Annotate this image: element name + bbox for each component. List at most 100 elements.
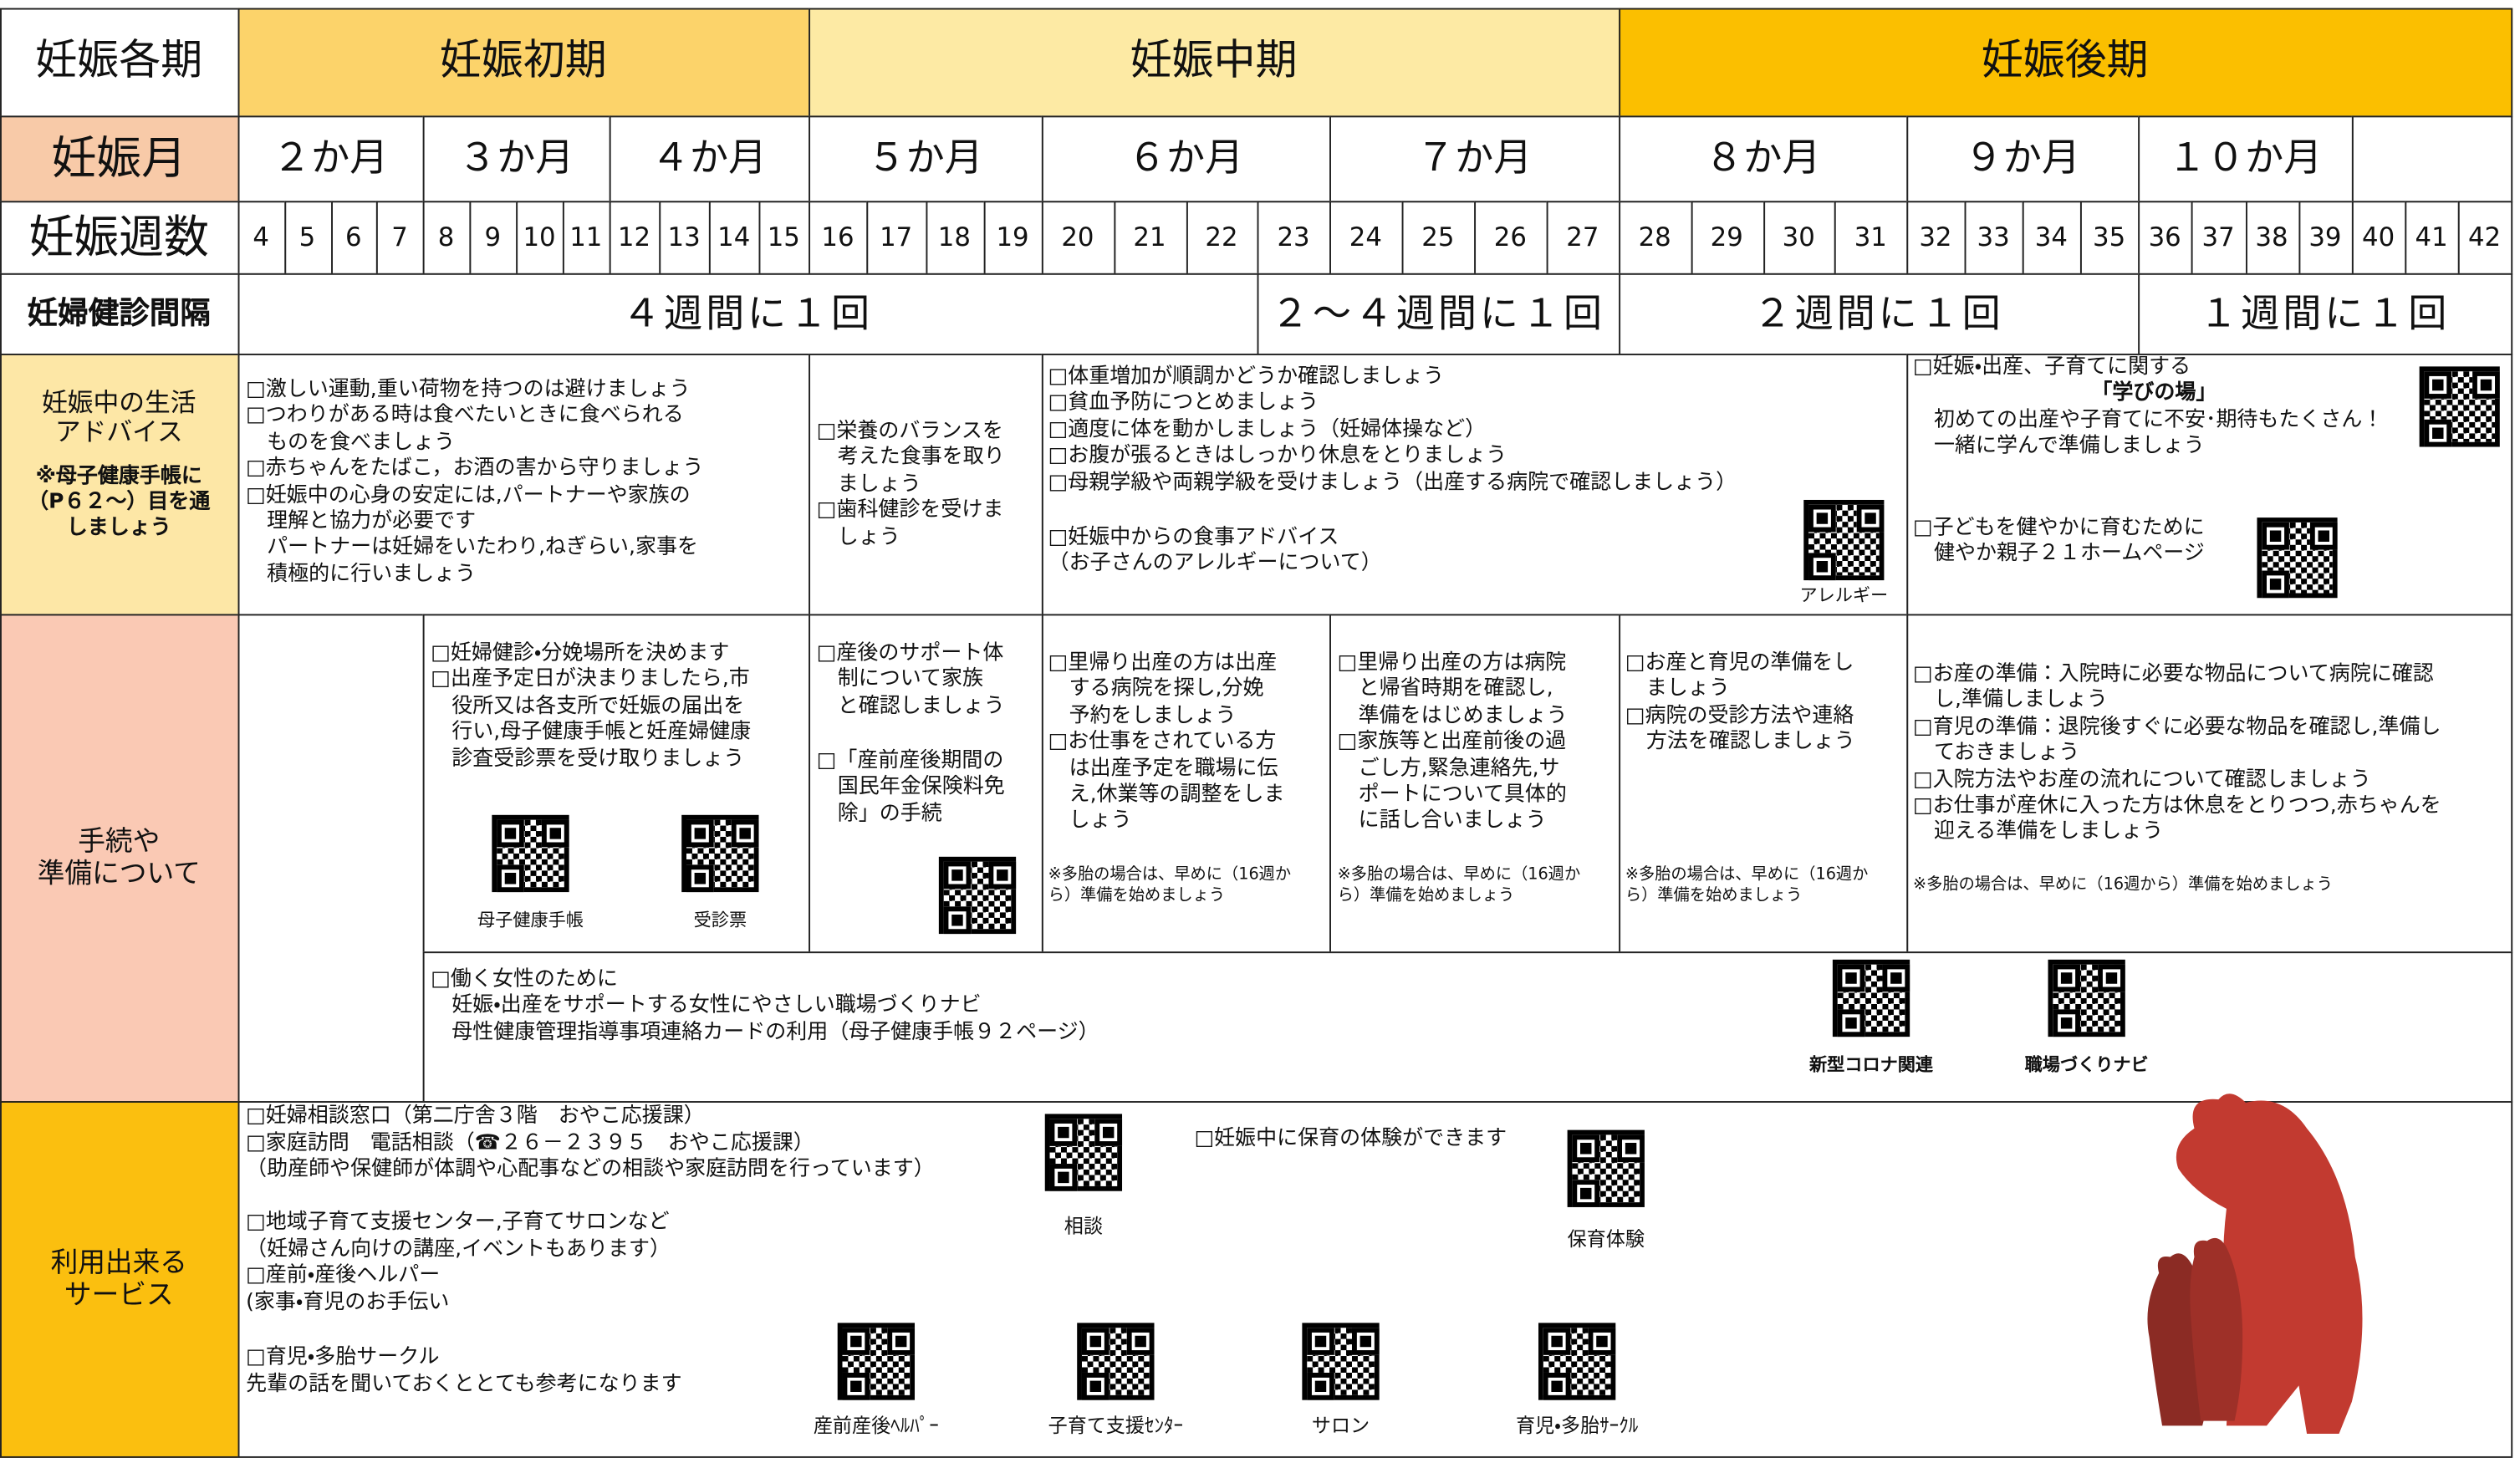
qr-label: 子育て支援ｾﾝﾀｰ xyxy=(1048,1414,1184,1437)
text-line: (家事・育児のお手伝い xyxy=(246,1289,450,1314)
row-label: 手続や xyxy=(78,825,161,858)
qr-code xyxy=(1044,1114,1123,1191)
week-label: 9 xyxy=(484,222,502,252)
text-line: □お仕事をされている方 xyxy=(1048,730,1277,755)
note-line: ※多胎の場合は、早めに（16週か xyxy=(1337,866,1581,884)
bear-illustration xyxy=(2147,1094,2363,1435)
table-cell xyxy=(237,353,811,616)
table-cell xyxy=(422,614,811,954)
qr-label: 相談 xyxy=(1064,1215,1103,1238)
qr-code xyxy=(1302,1323,1380,1400)
checkup-interval: ２週間に１回 xyxy=(1752,291,2004,336)
row-label: 妊娠各期 xyxy=(35,37,203,85)
qr-code xyxy=(938,856,1017,935)
month-label: ９か月 xyxy=(1964,135,2080,181)
table-cell xyxy=(237,273,1259,355)
table-cell xyxy=(1329,614,1621,954)
week-label: 38 xyxy=(2255,222,2288,252)
table-cell xyxy=(0,1101,240,1458)
week-label: 10 xyxy=(523,222,556,252)
table-cell xyxy=(983,201,1043,275)
table-cell xyxy=(0,353,240,616)
week-label: 33 xyxy=(1977,222,2010,252)
month-label: ４か月 xyxy=(650,135,768,181)
note-line: ら）準備を始めましょう xyxy=(1625,887,1803,905)
week-label: 28 xyxy=(1638,222,1671,252)
text-line: 理解と協力が必要です xyxy=(267,509,477,534)
text-line: しょう xyxy=(837,524,900,549)
week-label: 34 xyxy=(2034,222,2068,252)
note-line: ら）準備を始めましょう xyxy=(1048,887,1226,905)
week-label: 29 xyxy=(1710,222,1743,252)
text-line: 準備をはじめましょう xyxy=(1358,703,1568,728)
period-header: 妊娠初期 xyxy=(439,37,607,85)
text-line: □里帰り出産の方は病院 xyxy=(1337,650,1567,675)
text-line: □家族等と出産前後の過 xyxy=(1337,730,1567,755)
text-line: 考えた食事を取り xyxy=(837,446,1005,471)
table-cell xyxy=(0,614,240,1103)
table-cell xyxy=(2022,201,2082,275)
week-label: 8 xyxy=(437,222,455,252)
text-line: □貧血予防につとめましょう xyxy=(1048,390,1319,415)
table-cell xyxy=(469,201,518,275)
text-line: と確認しましょう xyxy=(837,694,1005,719)
checkup-interval: １週間に１回 xyxy=(2199,291,2451,336)
row-label: 妊婦健診間隔 xyxy=(27,295,211,332)
text-line: ましょう xyxy=(837,472,921,497)
week-label: 4 xyxy=(253,222,269,252)
week-label: 37 xyxy=(2201,222,2235,252)
text-line: え,休業等の調整をしま xyxy=(1069,783,1285,808)
week-label: 27 xyxy=(1566,222,1599,252)
text-line: 制について家族 xyxy=(837,667,983,692)
text-line: □妊娠・出産、子育てに関する xyxy=(1913,354,2191,380)
week-label: 30 xyxy=(1782,222,1815,252)
text-line: □お産と育児の準備をし xyxy=(1625,650,1854,675)
text-line: □お仕事が産休に入った方は休息をとりつつ,赤ちゃんを xyxy=(1913,793,2441,818)
table-cell xyxy=(1691,201,1765,275)
month-label: ５か月 xyxy=(867,135,983,181)
table-cell xyxy=(1329,115,1621,203)
table-cell xyxy=(2457,201,2513,275)
qr-code xyxy=(2048,959,2125,1037)
table-cell xyxy=(422,115,611,203)
text-line: 迎える準備をしましょう xyxy=(1934,820,2164,845)
label-note: しましょう xyxy=(66,516,171,541)
table-cell xyxy=(2351,115,2513,203)
table-cell xyxy=(237,8,811,118)
text-line: ごし方,緊急連絡先,サ xyxy=(1358,756,1560,781)
text-line: □里帰り出産の方は出産 xyxy=(1048,650,1278,675)
qr-code xyxy=(1567,1129,1645,1207)
qr-code xyxy=(1803,499,1885,581)
text-line: □妊娠中の心身の安定には,パートナーや家族の xyxy=(246,482,691,507)
text-line: と帰省時期を確認し, xyxy=(1358,677,1553,702)
qr-code xyxy=(681,814,759,893)
text-line: パートナーは妊婦をいたわり,ねぎらい,家事を xyxy=(267,536,698,560)
qr-code xyxy=(2419,366,2500,447)
text-line: 国民年金保険料免 xyxy=(837,775,1005,800)
text-line: □栄養のバランスを xyxy=(816,419,1003,444)
table-cell xyxy=(1619,8,2513,118)
month-label: ８か月 xyxy=(1705,135,1821,181)
text-line: □病院の受診方法や連絡 xyxy=(1625,703,1854,728)
qr-code xyxy=(1077,1323,1155,1400)
week-label: 12 xyxy=(617,222,651,252)
text-line: □出産予定日が決まりましたら,市 xyxy=(431,667,750,692)
text-line: □歯科健診を受けま xyxy=(816,498,1004,523)
text-line: □赤ちゃんをたばこ，お酒の害から守りましょう xyxy=(246,456,704,482)
text-line: しょう xyxy=(1069,808,1132,834)
note-line: ※多胎の場合は、早めに（16週から）準備を始めましょう xyxy=(1913,875,2334,895)
week-label: 15 xyxy=(767,222,800,252)
week-label: 41 xyxy=(2415,222,2448,252)
week-label: 18 xyxy=(937,222,971,252)
text-line: に話し合いましょう xyxy=(1358,808,1547,834)
table-cell xyxy=(1619,115,1909,203)
text-line: ポートについて具体的 xyxy=(1358,783,1567,808)
text-line: し,準備しましょう xyxy=(1934,688,2108,713)
text-line: □産後のサポート体 xyxy=(816,641,1004,665)
text-line: （妊婦さん向けの講座,イベントもあります） xyxy=(246,1236,671,1262)
table-cell xyxy=(1401,201,1477,275)
text-line: ものを食べましょう xyxy=(267,430,456,455)
text-line: ましょう xyxy=(1645,677,1730,702)
